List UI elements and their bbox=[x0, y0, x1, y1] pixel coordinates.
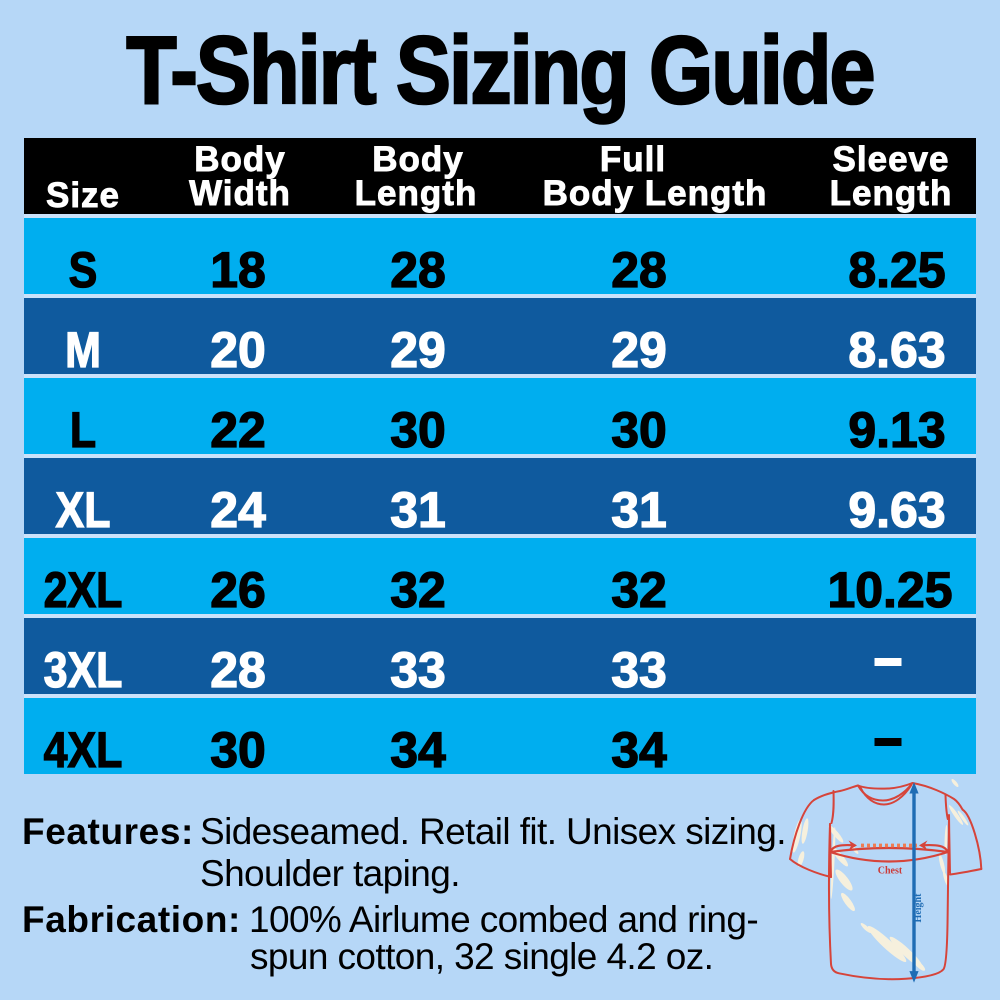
svg-text:Chest: Chest bbox=[878, 866, 903, 877]
svg-text:Height: Height bbox=[913, 893, 924, 923]
